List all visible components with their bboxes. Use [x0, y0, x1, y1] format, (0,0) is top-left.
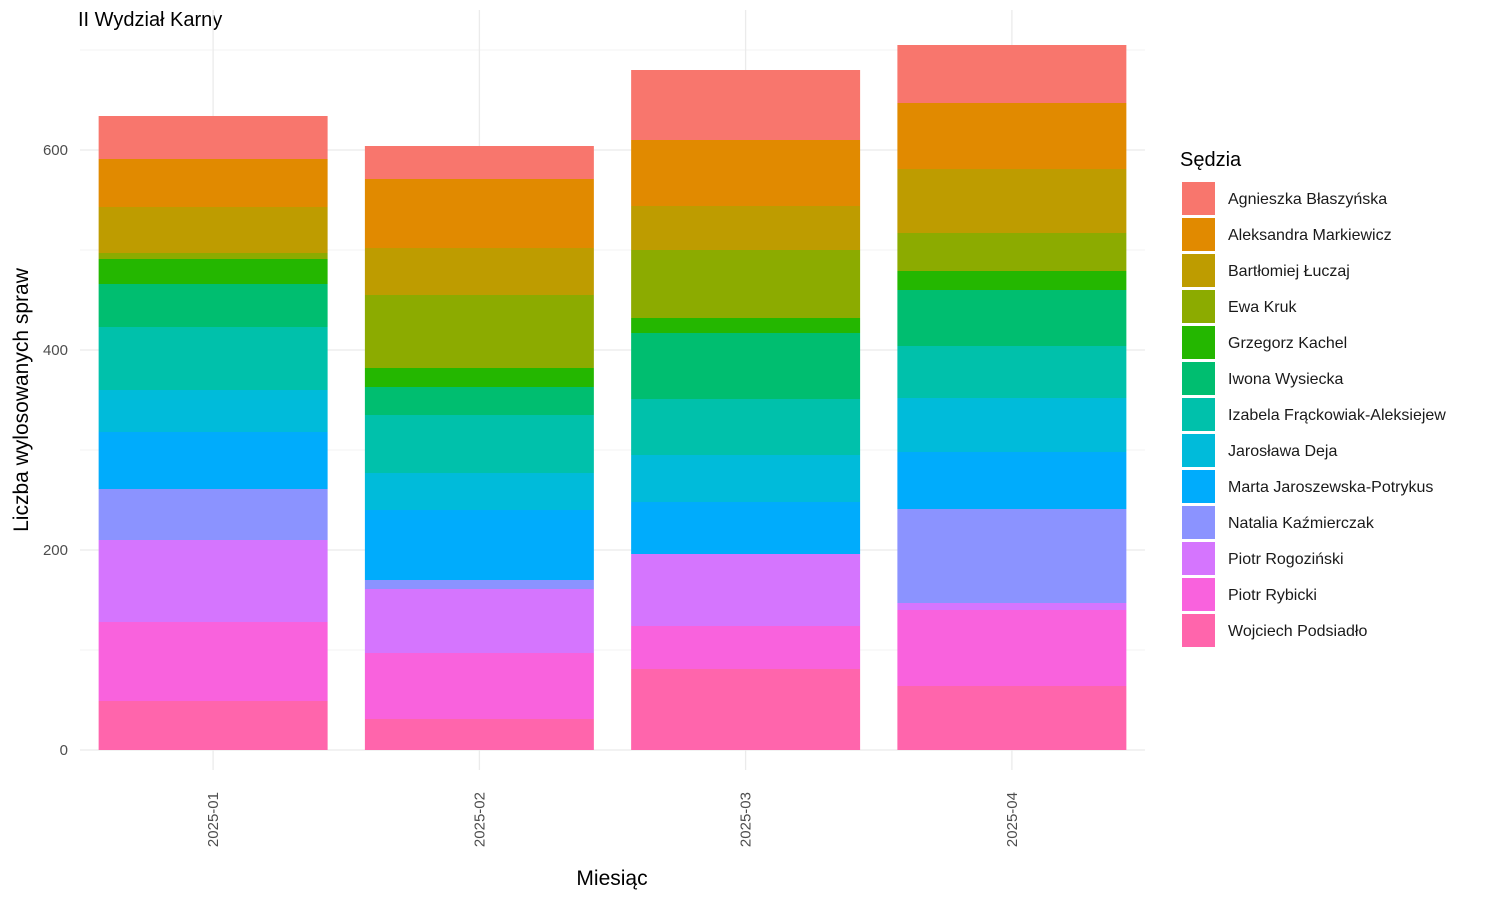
legend-key [1182, 470, 1215, 503]
bar-segment [631, 70, 861, 140]
legend-key [1182, 434, 1215, 467]
bar-segment [98, 390, 328, 432]
legend-key [1182, 542, 1215, 575]
bar-segment [98, 116, 328, 159]
y-axis-ticks: 0 200 400 600 [43, 142, 68, 759]
y-axis-title: Liczba wylosowanych spraw [10, 267, 33, 532]
bar-segment [364, 368, 594, 387]
bar-segment [98, 253, 328, 259]
bar-segment [98, 159, 328, 207]
bar-segment [897, 290, 1127, 346]
bar-segment [98, 327, 328, 390]
bar-segment [631, 140, 861, 206]
bar-segment [364, 719, 594, 750]
legend-label: Jarosława Deja [1228, 443, 1337, 460]
bar-segment [364, 589, 594, 653]
legend: Sędzia Agnieszka Błaszyńska Aleksandra Ma… [1180, 149, 1446, 647]
bar-segment [897, 603, 1127, 610]
bar-segment [631, 554, 861, 626]
bar-segment [631, 669, 861, 750]
bar-segment [631, 502, 861, 554]
bar-segment [631, 206, 861, 250]
legend-label: Ewa Kruk [1228, 299, 1297, 316]
bar-segment [98, 284, 328, 327]
bar-segment [364, 510, 594, 580]
bar-segment [364, 179, 594, 248]
legend-title: Sędzia [1180, 149, 1242, 171]
bar-segment [364, 653, 594, 719]
x-tick-label: 2025-01 [205, 792, 222, 847]
legend-label: Izabela Frąckowiak-Aleksiejew [1228, 407, 1446, 424]
bar-segment [98, 432, 328, 489]
legend-key [1182, 578, 1215, 611]
y-tick-label: 0 [60, 742, 68, 759]
legend-key [1182, 614, 1215, 647]
bar-segment [897, 169, 1127, 233]
bar-segment [364, 473, 594, 510]
x-axis-ticks: 2025-01 2025-02 2025-03 2025-04 [205, 792, 1021, 847]
bar-segment [631, 626, 861, 669]
legend-key [1182, 254, 1215, 287]
x-tick-label: 2025-04 [1004, 792, 1021, 847]
chart-title: II Wydział Karny [78, 9, 222, 31]
legend-key [1182, 326, 1215, 359]
legend-label: Natalia Kaźmierczak [1228, 515, 1375, 532]
y-tick-label: 400 [43, 342, 68, 359]
bars [98, 45, 1127, 750]
bar-segment [364, 415, 594, 473]
bar-segment [98, 622, 328, 701]
x-axis-title: Miesiąc [576, 867, 647, 890]
bar-segment [897, 271, 1127, 290]
legend-key [1182, 506, 1215, 539]
bar-segment [897, 452, 1127, 509]
legend-key [1182, 218, 1215, 251]
legend-label: Iwona Wysiecka [1228, 371, 1344, 388]
bar-segment [631, 455, 861, 502]
legend-label: Bartłomiej Łuczaj [1228, 263, 1350, 280]
bar-segment [364, 387, 594, 415]
bar-segment [897, 233, 1127, 271]
legend-label: Grzegorz Kachel [1228, 335, 1347, 352]
y-tick-label: 200 [43, 542, 68, 559]
legend-label: Piotr Rybicki [1228, 587, 1317, 604]
bar-segment [98, 540, 328, 622]
legend-key [1182, 290, 1215, 323]
bar-segment [897, 45, 1127, 103]
bar-segment [98, 207, 328, 253]
bar-segment [631, 399, 861, 455]
bar-segment [897, 398, 1127, 452]
bar-segment [897, 103, 1127, 169]
legend-label: Aleksandra Markiewicz [1228, 227, 1392, 244]
bar-segment [631, 333, 861, 399]
legend-key [1182, 182, 1215, 215]
x-tick-label: 2025-02 [471, 792, 488, 847]
bar-segment [631, 250, 861, 318]
bar-segment [364, 580, 594, 589]
bar-segment [364, 248, 594, 295]
bar-segment [98, 489, 328, 540]
bar-segment [364, 295, 594, 368]
bar-segment [897, 686, 1127, 750]
bar-segment [98, 701, 328, 750]
x-tick-label: 2025-03 [738, 792, 755, 847]
bar-segment [897, 610, 1127, 686]
bar-segment [897, 509, 1127, 603]
bar-segment [631, 318, 861, 333]
legend-label: Wojciech Podsiadło [1228, 623, 1367, 640]
bar-segment [98, 259, 328, 284]
legend-label: Piotr Rogoziński [1228, 551, 1344, 568]
bar-segment [897, 346, 1127, 398]
legend-label: Marta Jaroszewska-Potrykus [1228, 479, 1433, 496]
y-tick-label: 600 [43, 142, 68, 159]
legend-label: Agnieszka Błaszyńska [1228, 191, 1387, 208]
legend-key [1182, 362, 1215, 395]
bar-segment [364, 146, 594, 179]
legend-key [1182, 398, 1215, 431]
